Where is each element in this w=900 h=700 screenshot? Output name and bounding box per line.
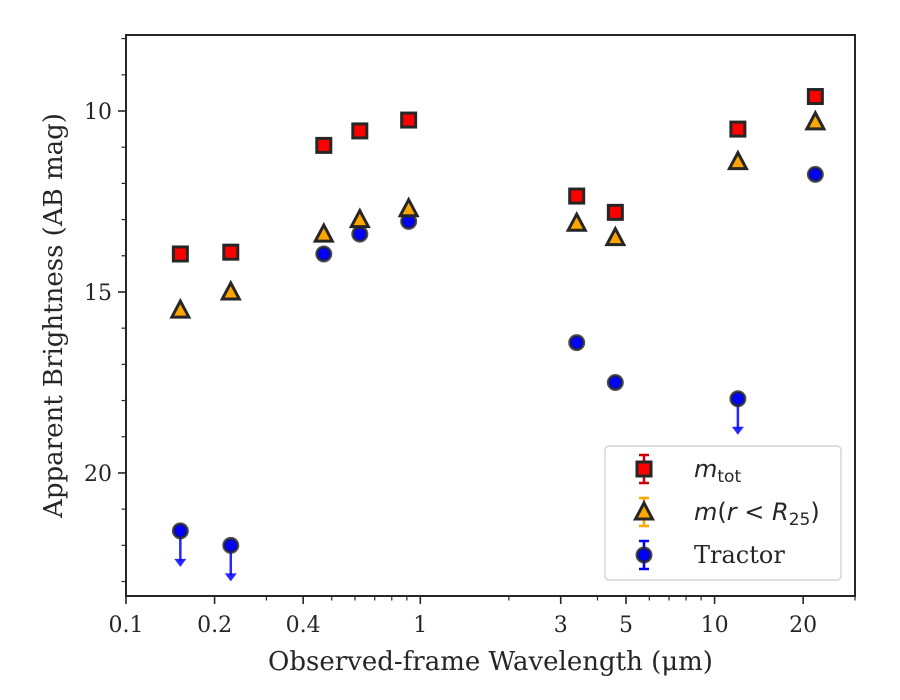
y-tick-label: 10 [84, 100, 112, 125]
plot-frame [125, 34, 856, 597]
data-point-circle [351, 225, 369, 243]
legend: mtot m(r < R25) Tractor [604, 445, 842, 581]
data-point-square [400, 111, 418, 129]
y-tick-label: 15 [84, 281, 112, 306]
x-tick-label: 5 [619, 613, 633, 638]
upper-limit-arrow-head [174, 558, 187, 567]
data-point-square [806, 88, 824, 106]
x-axis-label: Observed-frame Wavelength (μm) [268, 647, 713, 677]
data-point-circle [606, 373, 624, 391]
data-point-triangle [726, 149, 749, 171]
x-tick-label: 0.1 [109, 613, 144, 638]
y-tick-label: 20 [84, 462, 112, 487]
x-tick-label: 3 [554, 613, 568, 638]
data-point-circle [729, 390, 747, 408]
legend-label: Tractor [694, 541, 785, 569]
legend-entry-square: mtot [635, 453, 741, 487]
data-point-circle [315, 245, 333, 263]
legend-box [604, 445, 842, 581]
data-point-square [568, 187, 586, 205]
series-square [171, 88, 824, 263]
data-point-triangle [312, 221, 335, 243]
data-point-square [222, 243, 240, 261]
data-point-triangle [565, 211, 588, 232]
data-point-triangle [169, 297, 192, 319]
data-point-triangle [397, 196, 420, 218]
x-tick-label: 1 [413, 613, 427, 638]
x-tick-label: 0.2 [197, 613, 232, 638]
x-tick-label: 20 [789, 613, 817, 638]
data-point-square [729, 120, 747, 138]
data-point-circle [222, 536, 240, 554]
data-point-square [171, 245, 189, 263]
data-point-square [351, 122, 369, 140]
data-point-triangle [804, 109, 827, 131]
legend-entry-circle: Tractor [635, 539, 785, 571]
data-point-circle [568, 334, 586, 352]
legend-label: m(r < R25) [694, 498, 820, 530]
series-triangle [169, 109, 827, 319]
legend-marker [633, 499, 655, 521]
data-point-triangle [219, 279, 242, 301]
upper-limit-arrow-head [224, 573, 237, 582]
data-point-square [315, 136, 333, 154]
data-point-circle [806, 165, 824, 183]
data-point-circle [171, 522, 189, 540]
upper-limit-arrow-head [731, 426, 744, 435]
x-tick-label: 10 [701, 613, 729, 638]
x-tick-label: 0.4 [286, 613, 321, 638]
data-point-triangle [348, 207, 371, 229]
y-axis-label: Apparent Brightness (AB mag) [39, 113, 69, 519]
legend-label: mtot [694, 455, 741, 487]
data-point-triangle [604, 225, 627, 247]
data-point-square [606, 203, 624, 221]
legend-entry-triangle: m(r < R25) [633, 496, 820, 530]
legend-marker [635, 460, 653, 478]
plot-marks [169, 88, 827, 582]
series-circle [171, 165, 824, 582]
legend-marker [635, 546, 653, 564]
